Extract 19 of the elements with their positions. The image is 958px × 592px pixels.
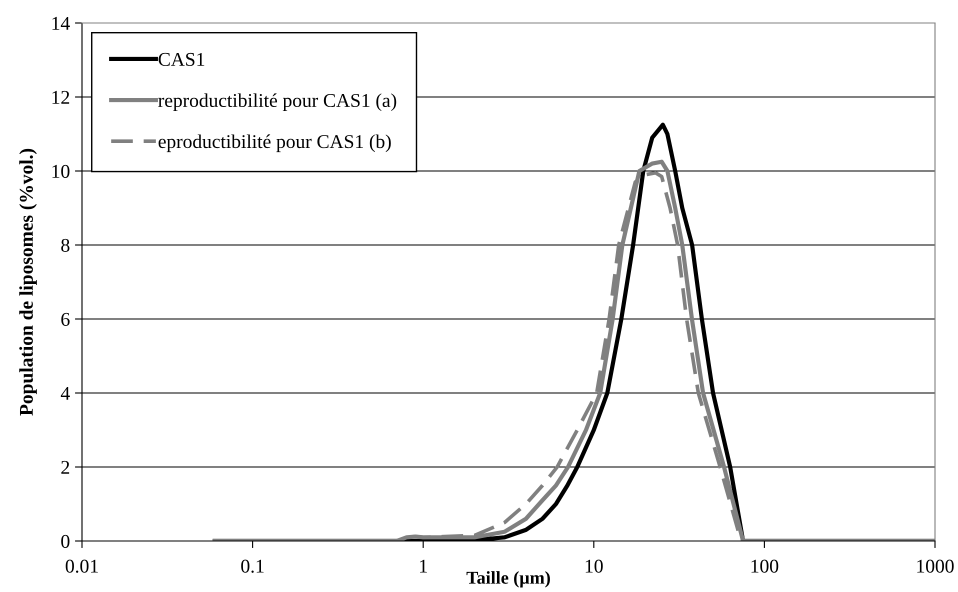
legend-label: eproductibilité pour CAS1 (b): [158, 134, 391, 152]
x-tick-label: 1: [420, 560, 427, 573]
legend-label: reproductibilité pour CAS1 (a): [158, 93, 396, 112]
y-tick-label: 2: [61, 460, 70, 474]
x-tick-label: 10: [586, 560, 603, 573]
x-tick-label: 1000: [917, 560, 954, 573]
y-tick-label: 14: [52, 16, 70, 30]
legend-label: CAS1: [158, 52, 204, 66]
y-tick-label: 0: [61, 534, 70, 548]
y-axis-title: Population de liposomes (%vol.): [19, 148, 37, 416]
x-tick-label: 0.1: [241, 560, 264, 573]
x-tick-label: 0.01: [66, 560, 98, 573]
y-tick-label: 10: [52, 164, 70, 178]
y-tick-label: 8: [61, 238, 70, 252]
x-axis-title: Taille (µm): [466, 571, 550, 588]
y-tick-label: 6: [61, 312, 70, 326]
y-tick-label: 4: [60, 386, 70, 400]
y-tick-label: 12: [52, 90, 70, 104]
x-tick-label: 100: [752, 560, 778, 573]
